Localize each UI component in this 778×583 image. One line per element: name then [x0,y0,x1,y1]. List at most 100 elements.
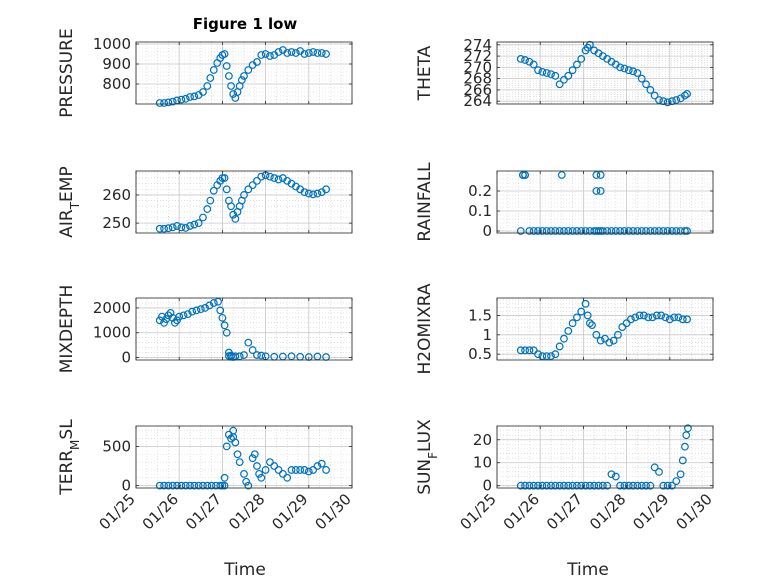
y-tick-label: 500 [102,437,131,455]
data-point [309,48,318,56]
data-point [300,50,309,58]
data-point [609,336,618,345]
data-point [222,442,231,451]
data-point [199,213,207,222]
data-point [203,205,212,213]
subplot-6: 0.51 1.5 H2OMIXRA [415,283,714,375]
data-point [300,188,309,197]
data-point [206,196,215,205]
data-point [650,227,659,235]
data-point [205,301,214,310]
data-point [233,450,242,459]
data-point [663,98,672,107]
y-tick-label: 2000 [93,299,131,317]
y-tick-label: 264 [463,92,492,110]
data-point [203,82,212,90]
data-point [222,328,231,337]
y-tick-label: 274 [463,36,492,54]
data-point [663,227,672,235]
data-point [266,458,274,467]
y-tick-label: 266 [463,81,492,99]
data-point [266,172,274,181]
data-point [663,481,672,490]
axes-box [496,297,714,361]
data-point [624,66,633,75]
data-point [322,185,330,194]
data-point [283,473,292,482]
data-point [648,313,657,322]
data-point [248,181,257,189]
data-point [291,49,300,57]
data-point [568,481,577,490]
data-point [529,346,538,355]
data-point [547,70,555,79]
data-point [577,481,586,490]
data-point [637,481,646,490]
data-point [670,313,679,322]
data-point [568,227,577,235]
data-point [668,227,676,235]
y-tick-label: 260 [102,186,131,204]
data-point [657,311,666,320]
data-point [659,227,668,235]
data-point [266,52,274,60]
y-tick-label: 20 [473,431,492,449]
data-point [573,60,581,69]
data-point [224,430,233,439]
data-point [577,307,586,316]
data-point [642,80,650,89]
data-point [224,72,233,80]
subplot-3: 250 260 AIRTEMP [57,166,353,238]
data-point [564,227,573,235]
data-point [216,481,225,490]
data-point [633,69,642,77]
data-point [313,462,322,470]
y-tick-label: 0 [482,222,492,240]
axes-box [135,170,353,234]
data-point [629,227,637,235]
data-point [190,92,199,101]
data-point [181,94,190,103]
data-point [620,481,629,490]
data-point [683,89,691,98]
data-point [560,334,568,343]
data-point [551,481,560,490]
y-tick-label: 250 [102,214,131,232]
axes-box [135,41,353,105]
data-point [227,82,235,90]
data-point [270,174,279,182]
data-point [564,481,573,490]
data-point [209,186,218,195]
data-point [592,187,601,195]
data-point [287,466,296,474]
data-point [583,311,592,320]
data-point [560,75,568,84]
data-point [313,49,322,57]
data-point [516,346,525,355]
data-point [199,481,207,490]
data-point [573,481,581,490]
data-point [201,304,210,312]
data-point [681,91,689,100]
data-point [538,352,547,361]
data-point [684,424,692,433]
data-point [672,96,681,104]
data-point [605,338,614,347]
y-tick-label: 0.5 [468,345,492,363]
subplot-5: 0 1000 2000 MIXDEPTH [57,285,353,373]
data-point [164,98,173,107]
data-point [521,481,529,490]
data-point [274,466,283,474]
data-point [672,477,681,486]
data-point [542,69,551,77]
data-point [186,222,194,230]
axes-box [496,170,714,234]
data-point [248,346,257,354]
y-tick-label: 10 [473,454,492,472]
data-point [304,189,313,198]
y-tick-label: 270 [463,58,492,76]
data-point [521,56,529,64]
data-point [177,223,186,232]
data-point [633,481,642,490]
data-point [683,227,691,235]
